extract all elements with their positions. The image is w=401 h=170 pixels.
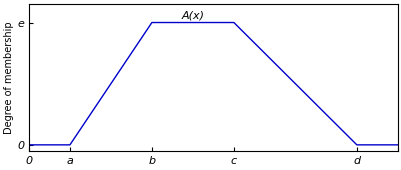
Text: A(x): A(x): [181, 10, 204, 20]
Y-axis label: Degree of membership: Degree of membership: [4, 21, 14, 134]
